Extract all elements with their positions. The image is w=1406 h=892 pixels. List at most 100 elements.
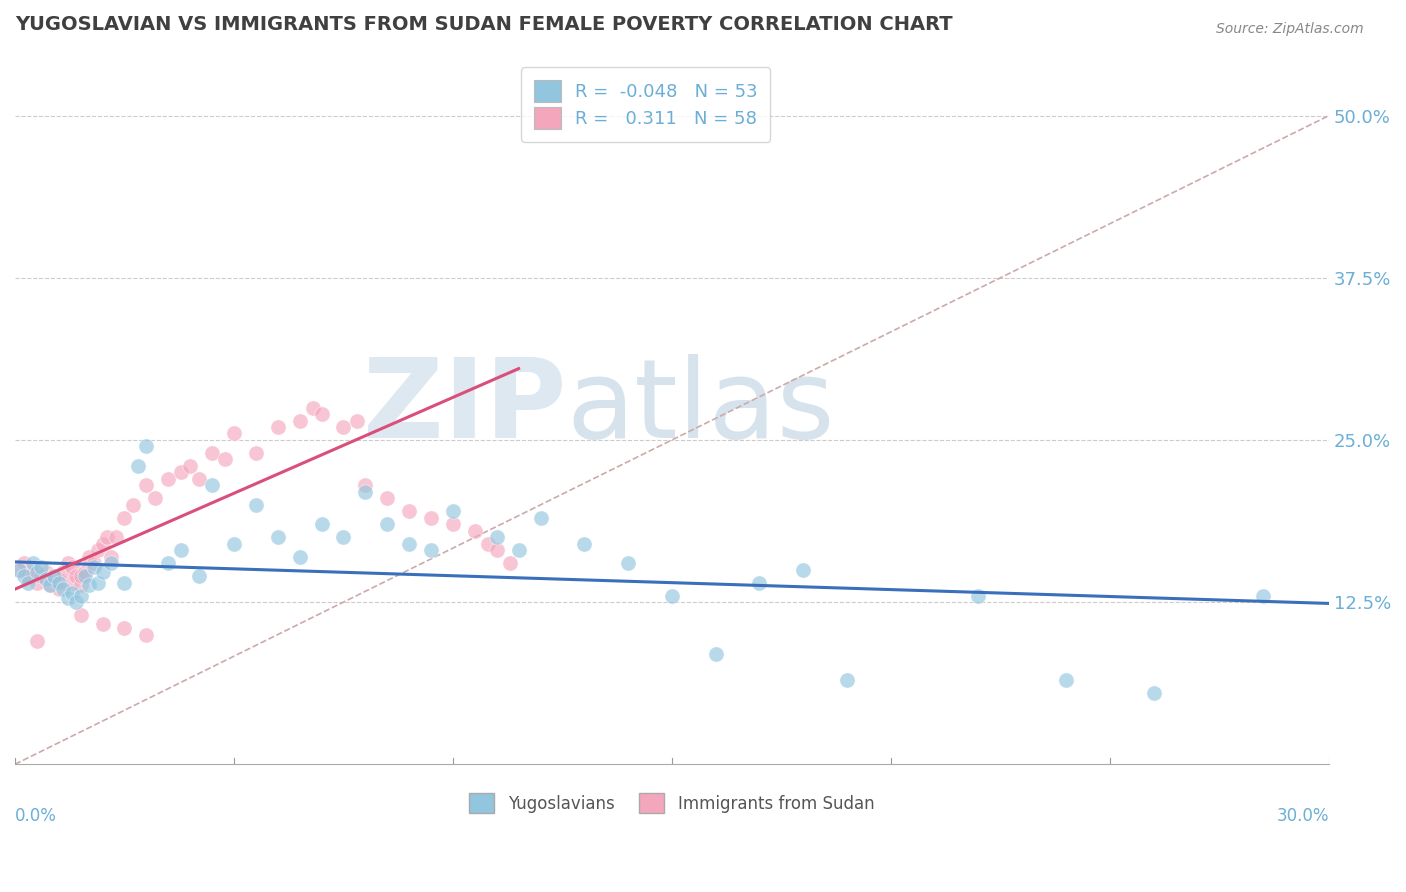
Text: YUGOSLAVIAN VS IMMIGRANTS FROM SUDAN FEMALE POVERTY CORRELATION CHART: YUGOSLAVIAN VS IMMIGRANTS FROM SUDAN FEM… — [15, 15, 953, 34]
Point — [69, 569, 91, 583]
Point — [56, 556, 79, 570]
Point — [48, 573, 70, 587]
Point — [375, 517, 398, 532]
Point — [245, 446, 267, 460]
Point — [214, 452, 236, 467]
Point — [398, 537, 420, 551]
Point — [91, 566, 114, 580]
Point — [17, 569, 39, 583]
Point — [69, 608, 91, 623]
Point — [114, 621, 136, 635]
Point — [56, 591, 79, 606]
Point — [179, 458, 201, 473]
Point — [60, 586, 83, 600]
Point — [311, 517, 333, 532]
Point — [52, 582, 75, 596]
Point — [792, 563, 814, 577]
Point — [83, 560, 105, 574]
Point — [21, 566, 44, 580]
Point — [375, 491, 398, 506]
Point — [157, 472, 180, 486]
Point — [157, 556, 180, 570]
Point — [420, 511, 443, 525]
Point — [398, 504, 420, 518]
Point — [25, 634, 48, 648]
Point — [1142, 686, 1164, 700]
Point — [91, 617, 114, 632]
Point — [143, 491, 166, 506]
Point — [170, 466, 193, 480]
Point — [44, 569, 66, 583]
Point — [288, 413, 311, 427]
Point — [87, 575, 110, 590]
Point — [508, 543, 530, 558]
Point — [25, 566, 48, 580]
Point — [441, 517, 464, 532]
Point — [477, 537, 499, 551]
Point — [39, 578, 62, 592]
Point — [60, 560, 83, 574]
Point — [60, 575, 83, 590]
Point — [332, 530, 354, 544]
Point — [44, 569, 66, 583]
Point — [748, 575, 770, 590]
Point — [30, 569, 52, 583]
Point — [354, 484, 377, 499]
Point — [79, 578, 101, 592]
Point — [170, 543, 193, 558]
Point — [222, 426, 245, 441]
Point — [346, 413, 368, 427]
Point — [87, 543, 110, 558]
Point — [704, 647, 727, 661]
Point — [288, 549, 311, 564]
Point — [835, 673, 858, 687]
Text: Source: ZipAtlas.com: Source: ZipAtlas.com — [1216, 22, 1364, 37]
Point — [127, 458, 149, 473]
Point — [13, 569, 35, 583]
Legend: Yugoslavians, Immigrants from Sudan: Yugoslavians, Immigrants from Sudan — [463, 787, 882, 820]
Point — [52, 566, 75, 580]
Point — [1054, 673, 1077, 687]
Point — [83, 556, 105, 570]
Point — [499, 556, 522, 570]
Point — [485, 530, 508, 544]
Point — [135, 440, 157, 454]
Point — [441, 504, 464, 518]
Point — [65, 595, 87, 609]
Point — [91, 537, 114, 551]
Point — [420, 543, 443, 558]
Point — [245, 498, 267, 512]
Point — [65, 569, 87, 583]
Point — [135, 627, 157, 641]
Point — [69, 589, 91, 603]
Point — [301, 401, 323, 415]
Point — [1251, 589, 1274, 603]
Point — [485, 543, 508, 558]
Point — [201, 478, 224, 492]
Point — [48, 575, 70, 590]
Point — [122, 498, 145, 512]
Point — [967, 589, 990, 603]
Point — [100, 549, 122, 564]
Point — [21, 556, 44, 570]
Point — [354, 478, 377, 492]
Point — [13, 556, 35, 570]
Text: ZIP: ZIP — [363, 354, 567, 461]
Point — [25, 575, 48, 590]
Point — [267, 420, 290, 434]
Point — [75, 566, 97, 580]
Point — [96, 530, 118, 544]
Point — [30, 560, 52, 574]
Point — [100, 556, 122, 570]
Point — [529, 511, 551, 525]
Text: 0.0%: 0.0% — [15, 807, 56, 825]
Point — [114, 511, 136, 525]
Point — [69, 578, 91, 592]
Point — [201, 446, 224, 460]
Point — [8, 563, 31, 577]
Point — [574, 537, 596, 551]
Point — [135, 478, 157, 492]
Point — [617, 556, 640, 570]
Point — [75, 569, 97, 583]
Point — [661, 589, 683, 603]
